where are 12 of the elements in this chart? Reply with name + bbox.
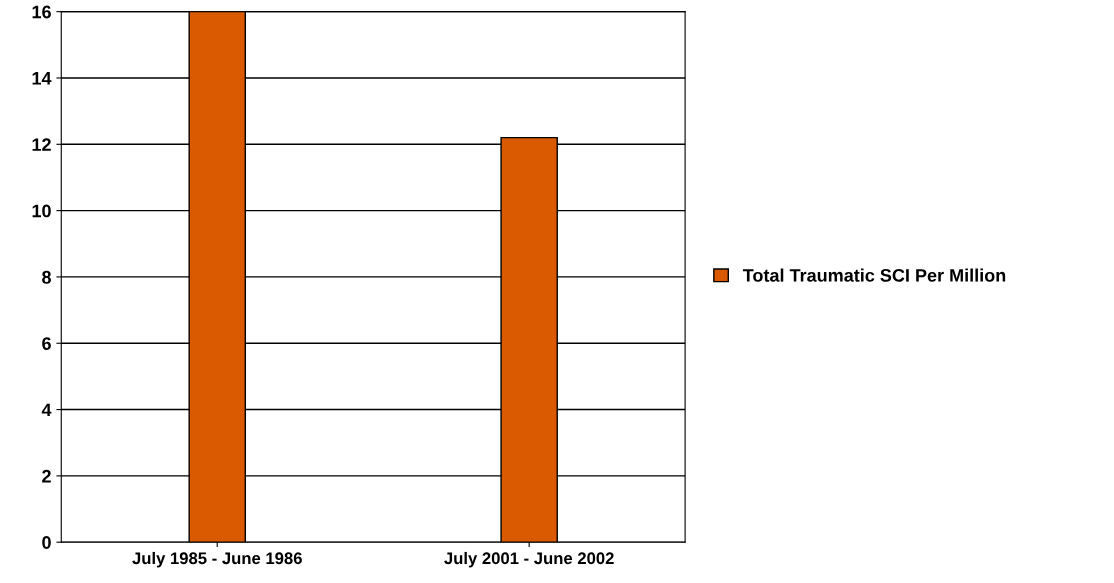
x-tick-label: July 1985 - June 1986 xyxy=(132,551,302,568)
x-tick-label: July 2001 - June 2002 xyxy=(444,551,614,568)
y-tick-label: 16 xyxy=(32,5,51,19)
y-tick-label: 10 xyxy=(32,204,51,218)
y-tick-label: 14 xyxy=(32,72,52,85)
y-tick-label: 0 xyxy=(42,536,51,549)
y-tick-label: 2 xyxy=(42,469,51,483)
y-tick-label: 4 xyxy=(41,403,52,417)
y-tick-label: 12 xyxy=(32,138,51,151)
y-tick-label: 8 xyxy=(42,270,51,284)
legend-label: Total Traumatic SCI Per Million xyxy=(742,268,1006,282)
y-tick-label: 6 xyxy=(42,337,51,350)
